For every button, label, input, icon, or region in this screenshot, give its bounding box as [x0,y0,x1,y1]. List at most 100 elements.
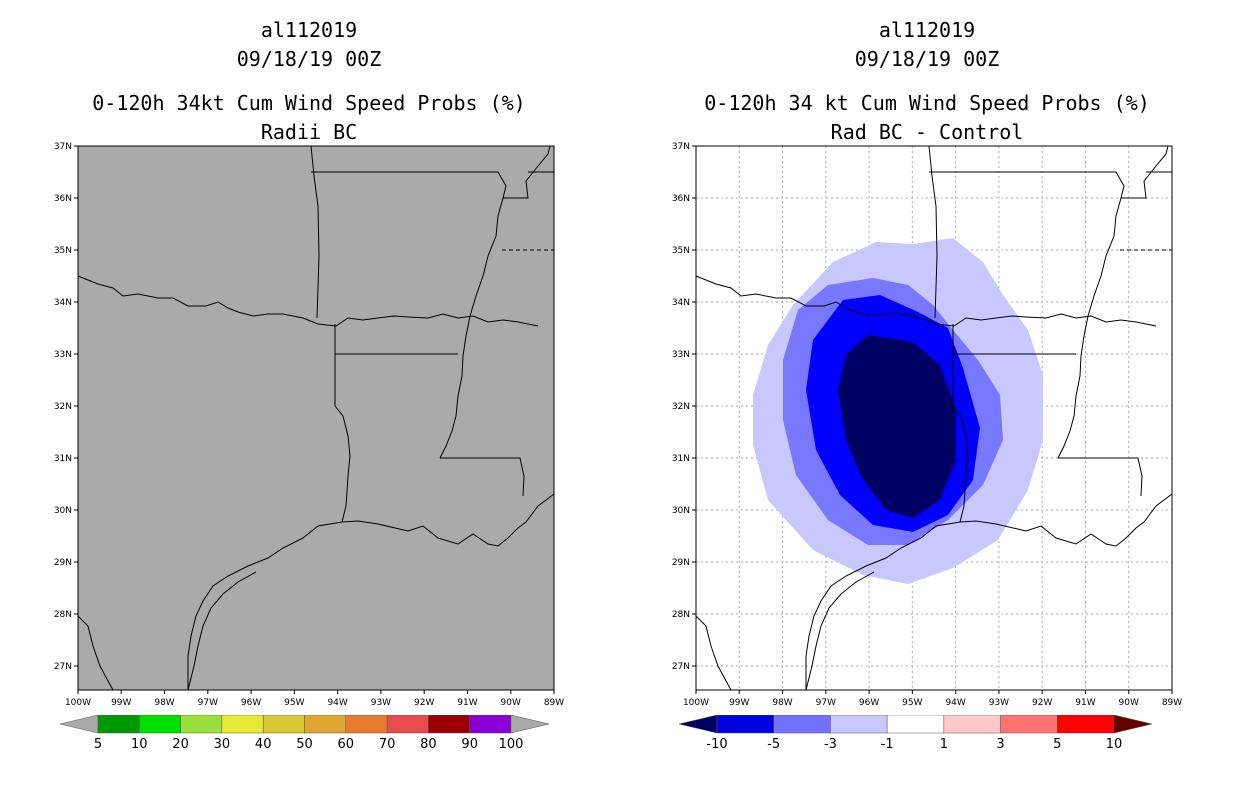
colorbar-swatch [716,715,774,734]
lon-label: 90W [501,698,521,708]
texas-oklahoma-border [77,275,539,327]
lon-label: 96W [859,698,879,708]
axis-ticks: 37N 36N 35N 34N 33N 32N 31N 30N 29N 28N 27N 100W 99W… [54,142,564,708]
oklahoma-arkansas-border [928,145,938,319]
colorbar-swatch [469,715,512,734]
colorbar-label: 1 [940,737,948,752]
colorbar-swatch [221,715,264,734]
lat-label: 37N [54,142,72,152]
louisiana-coast [959,493,1173,547]
lon-label: 92W [1032,698,1052,708]
colorbar-swatch [428,715,470,734]
lat-label: 34N [54,298,72,308]
louisiana-mississippi-border [440,457,525,497]
left-panel: al112019 09/18/19 00Z 0-120h 34kt Cum Wi… [54,18,564,752]
texas-inner-coast [187,571,257,691]
lat-label: 31N [672,454,690,464]
colorbar-label: 30 [214,737,231,752]
colorbar-label: 10 [1106,737,1123,752]
lat-label: 30N [672,506,690,516]
colorbar-label: 100 [499,737,524,752]
colorbar-label: 10 [131,737,148,752]
colorbar-swatch [97,715,140,734]
right-title-subtitle: Rad BC - Control [830,120,1024,144]
colorbar-swatch [943,715,1001,734]
lat-label: 32N [672,402,690,412]
colorbar-label: 3 [996,737,1004,752]
left-title-product: 0-120h 34kt Cum Wind Speed Probs (%) [92,91,526,115]
lon-label: 90W [1119,698,1139,708]
colorbar-label: -1 [881,737,894,752]
left-title-subtitle: Radii BC [260,120,358,144]
lon-label: 98W [154,698,174,708]
lon-label: 91W [1075,698,1095,708]
lon-label: 95W [902,698,922,708]
geography-outlines [695,145,1173,691]
map-frame [77,145,555,691]
lat-label: 28N [672,610,690,620]
lon-label: 97W [198,698,218,708]
lon-label: 92W [414,698,434,708]
colorbar-label: 90 [461,737,478,752]
lat-label: 34N [672,298,690,308]
lon-label: 93W [371,698,391,708]
lon-label: 89W [1162,698,1182,708]
map-frame [695,145,1173,691]
right-colorbar: -10 -5 -3 -1 1 3 5 10 [678,715,1153,752]
lon-label: 91W [457,698,477,708]
lat-label: 33N [672,350,690,360]
lat-label: 35N [54,246,72,256]
colorbar-swatch [386,715,429,734]
colorbar-swatch [262,715,305,734]
lat-label: 31N [54,454,72,464]
right-title-product: 0-120h 34 kt Cum Wind Speed Probs (%) [704,91,1150,115]
lat-label: 30N [54,506,72,516]
lat-label: 28N [54,610,72,620]
mexico-rio-grande [77,615,114,691]
colorbar-right-arrow [510,715,550,734]
map-background [78,146,554,690]
axis-ticks: 37N 36N 35N 34N 33N 32N 31N 30N 29N 28N 27N 100W 99W… [672,142,1182,708]
left-map: 37N 36N 35N 34N 33N 32N 31N 30N 29N 28N 27N 100W 99W… [54,142,564,708]
colorbar-label: 5 [1053,737,1061,752]
colorbar-label: -3 [824,737,837,752]
texas-inner-coast [805,571,875,691]
colorbar-swatch [830,715,888,734]
missouri-boot [1121,145,1169,199]
lon-label: 99W [111,698,131,708]
lon-label: 93W [989,698,1009,708]
arkansas-missouri-border [929,171,1125,199]
left-title-date: 09/18/19 00Z [236,47,382,71]
texas-coast [805,521,961,690]
missouri-boot [503,145,551,199]
right-map: 37N 36N 35N 34N 33N 32N 31N 30N 29N 28N 27N 100W 99W… [672,142,1182,708]
lon-label: 100W [65,698,91,708]
texas-louisiana-border [334,324,351,523]
mexico-rio-grande [695,615,732,691]
right-title-date: 09/18/19 00Z [854,47,1000,71]
lat-label: 29N [54,558,72,568]
lat-label: 36N [54,194,72,204]
texas-oklahoma-border [695,275,1157,327]
colorbar-swatch [1000,715,1058,734]
lat-label: 35N [672,246,690,256]
colorbar-swatch [1057,715,1115,734]
lat-label: 27N [54,662,72,672]
colorbar-swatch [304,715,347,734]
colorbar-label: 60 [338,737,355,752]
lon-label: 94W [327,698,347,708]
lon-label: 95W [284,698,304,708]
arkansas-missouri-border [311,171,507,199]
colorbar-label: 50 [296,737,313,752]
lat-label: 29N [672,558,690,568]
colorbar-left-arrow [678,715,718,734]
oklahoma-arkansas-border [310,145,320,319]
colorbar-label: 20 [172,737,189,752]
lat-label: 32N [54,402,72,412]
louisiana-coast [341,493,555,547]
colorbar-swatch [139,715,181,734]
left-colorbar: 5 10 20 30 40 50 60 70 80 90 100 [59,715,550,752]
lon-label: 98W [772,698,792,708]
right-title-storm: al112019 [878,18,976,42]
lon-label: 97W [816,698,836,708]
